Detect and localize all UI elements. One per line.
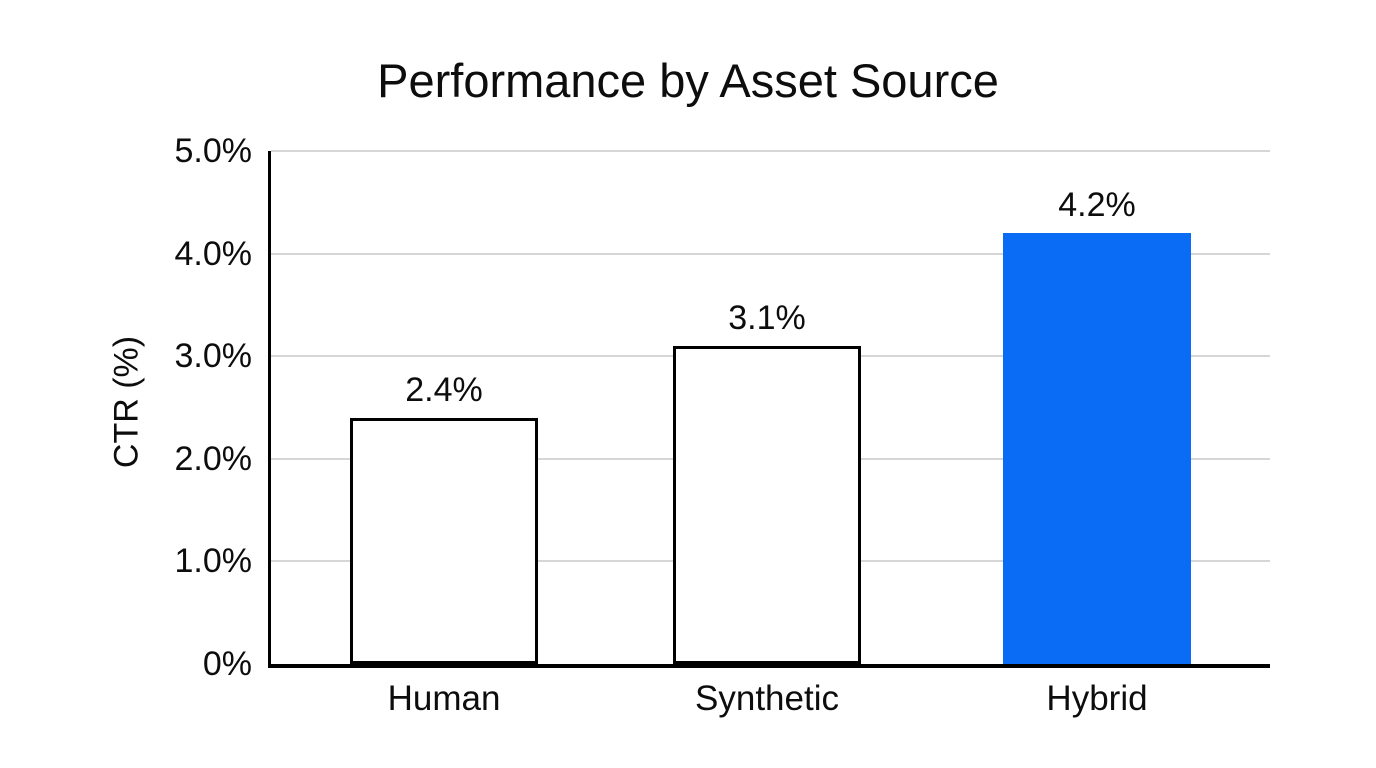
y-tick-label-1: 1.0% [174,542,253,581]
chart-title: Performance by Asset Source [377,54,999,107]
y-tick-label-0: 0% [202,645,252,683]
bar-value-label-synthetic: 3.1% [728,298,806,337]
y-tick-label-4: 4.0% [174,234,253,273]
gridline-4 [271,252,1270,255]
y-tick-label-2: 2.0% [174,439,253,478]
gridline-5 [271,150,1270,152]
bar-hybrid [1003,233,1191,664]
x-tick-label-hybrid: Hybrid [1046,679,1148,718]
y-tick-label-5: 5.0% [174,132,253,170]
x-tick-label-human: Human [387,679,501,718]
x-tick-label-synthetic: Synthetic [695,679,839,718]
y-tick-label-3: 3.0% [174,337,253,376]
plot-area [268,150,1270,668]
bar-human [350,417,538,664]
bar-synthetic [673,345,861,664]
bar-value-label-human: 2.4% [405,370,483,409]
bar-value-label-hybrid: 4.2% [1058,186,1136,225]
